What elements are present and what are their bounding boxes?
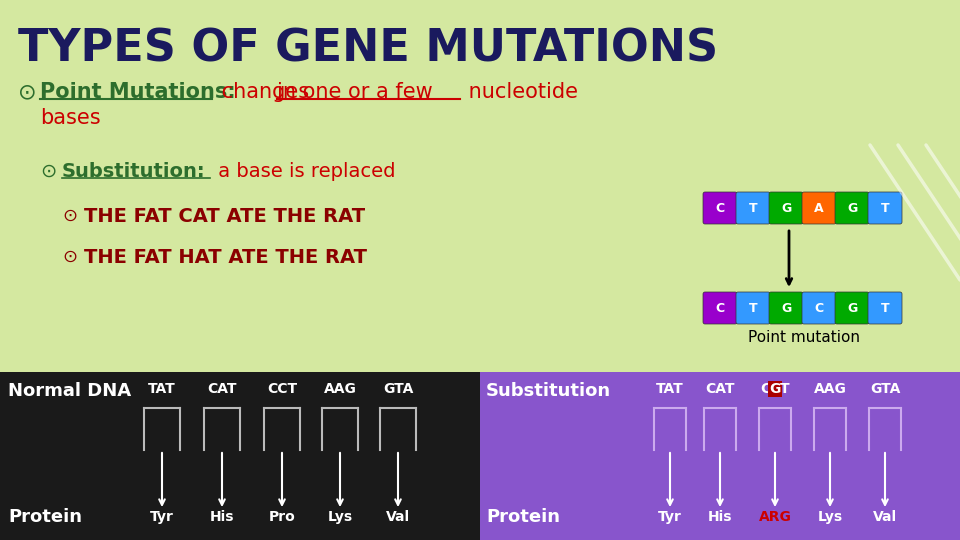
Bar bbox=[480, 372, 960, 540]
Text: TYPES OF GENE MUTATIONS: TYPES OF GENE MUTATIONS bbox=[18, 28, 718, 71]
Text: Tyr: Tyr bbox=[658, 510, 682, 524]
Text: a base is replaced: a base is replaced bbox=[212, 162, 396, 181]
Text: Val: Val bbox=[386, 510, 410, 524]
Text: TAT: TAT bbox=[148, 382, 176, 396]
Text: Substitution:: Substitution: bbox=[62, 162, 205, 181]
Text: GTA: GTA bbox=[870, 382, 900, 396]
Text: THE FAT HAT ATE THE RAT: THE FAT HAT ATE THE RAT bbox=[84, 248, 367, 267]
Text: ARG: ARG bbox=[758, 510, 791, 524]
Text: Protein: Protein bbox=[486, 508, 560, 526]
Text: CAT: CAT bbox=[207, 382, 237, 396]
FancyBboxPatch shape bbox=[769, 292, 803, 324]
Text: C: C bbox=[715, 301, 725, 314]
FancyBboxPatch shape bbox=[835, 292, 869, 324]
Text: ⊙: ⊙ bbox=[18, 82, 36, 102]
Text: Lys: Lys bbox=[817, 510, 843, 524]
Bar bbox=[0, 372, 480, 540]
Text: Lys: Lys bbox=[327, 510, 352, 524]
FancyBboxPatch shape bbox=[868, 192, 902, 224]
Text: GTA: GTA bbox=[383, 382, 413, 396]
FancyBboxPatch shape bbox=[868, 292, 902, 324]
Text: C: C bbox=[760, 382, 770, 396]
FancyBboxPatch shape bbox=[802, 292, 836, 324]
Text: A: A bbox=[814, 201, 824, 214]
Text: T: T bbox=[780, 382, 790, 396]
Text: Point mutation: Point mutation bbox=[748, 330, 860, 345]
Text: TAT: TAT bbox=[656, 382, 684, 396]
Text: C: C bbox=[814, 301, 824, 314]
Text: T: T bbox=[749, 201, 757, 214]
FancyBboxPatch shape bbox=[736, 292, 770, 324]
Text: THE FAT CAT ATE THE RAT: THE FAT CAT ATE THE RAT bbox=[84, 207, 365, 226]
FancyBboxPatch shape bbox=[769, 192, 803, 224]
Text: nucleotide: nucleotide bbox=[462, 82, 578, 102]
Text: changes: changes bbox=[215, 82, 316, 102]
Text: ⊙: ⊙ bbox=[62, 248, 77, 266]
FancyBboxPatch shape bbox=[835, 192, 869, 224]
FancyBboxPatch shape bbox=[703, 292, 737, 324]
Text: CAT: CAT bbox=[706, 382, 734, 396]
Text: G: G bbox=[780, 301, 791, 314]
Text: G: G bbox=[847, 301, 857, 314]
Text: Protein: Protein bbox=[8, 508, 82, 526]
Text: T: T bbox=[749, 301, 757, 314]
Text: His: His bbox=[209, 510, 234, 524]
Text: ⊙: ⊙ bbox=[40, 162, 57, 181]
FancyBboxPatch shape bbox=[802, 192, 836, 224]
Text: Tyr: Tyr bbox=[150, 510, 174, 524]
Text: bases: bases bbox=[40, 108, 101, 128]
Text: Normal DNA: Normal DNA bbox=[8, 382, 132, 400]
Text: G: G bbox=[780, 201, 791, 214]
Text: C: C bbox=[715, 201, 725, 214]
Text: Pro: Pro bbox=[269, 510, 296, 524]
Text: Val: Val bbox=[873, 510, 897, 524]
Text: Substitution: Substitution bbox=[486, 382, 612, 400]
Text: G: G bbox=[769, 382, 780, 396]
Text: CCT: CCT bbox=[267, 382, 297, 396]
Text: T: T bbox=[880, 301, 889, 314]
Text: T: T bbox=[880, 201, 889, 214]
Text: Point Mutations:: Point Mutations: bbox=[40, 82, 236, 102]
Text: ⊙: ⊙ bbox=[62, 207, 77, 225]
Text: G: G bbox=[847, 201, 857, 214]
FancyBboxPatch shape bbox=[703, 192, 737, 224]
Text: AAG: AAG bbox=[324, 382, 356, 396]
Text: in one or a few: in one or a few bbox=[277, 82, 433, 102]
FancyBboxPatch shape bbox=[736, 192, 770, 224]
Text: His: His bbox=[708, 510, 732, 524]
Text: AAG: AAG bbox=[813, 382, 847, 396]
